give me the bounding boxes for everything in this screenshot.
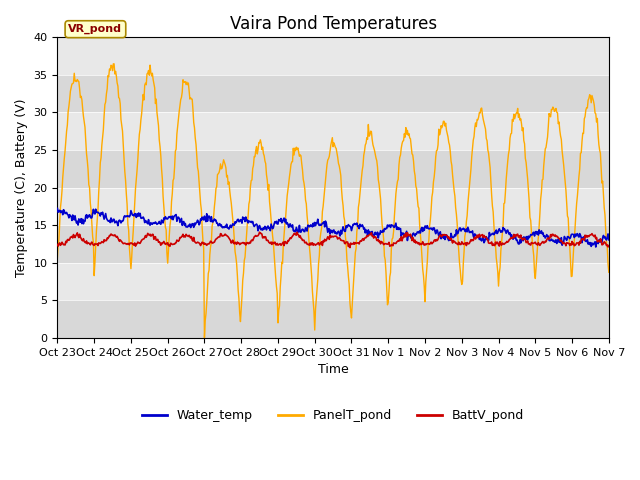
Title: Vaira Pond Temperatures: Vaira Pond Temperatures	[230, 15, 436, 33]
Bar	[58, 112, 609, 150]
Text: VR_pond: VR_pond	[68, 24, 122, 35]
Bar	[58, 37, 609, 75]
Y-axis label: Temperature (C), Battery (V): Temperature (C), Battery (V)	[15, 98, 28, 277]
Bar	[58, 188, 609, 225]
Legend: Water_temp, PanelT_pond, BattV_pond: Water_temp, PanelT_pond, BattV_pond	[137, 404, 529, 427]
X-axis label: Time: Time	[317, 363, 349, 376]
Bar	[58, 75, 609, 112]
Bar	[58, 300, 609, 338]
Bar	[58, 263, 609, 300]
Bar	[58, 225, 609, 263]
Bar	[58, 150, 609, 188]
